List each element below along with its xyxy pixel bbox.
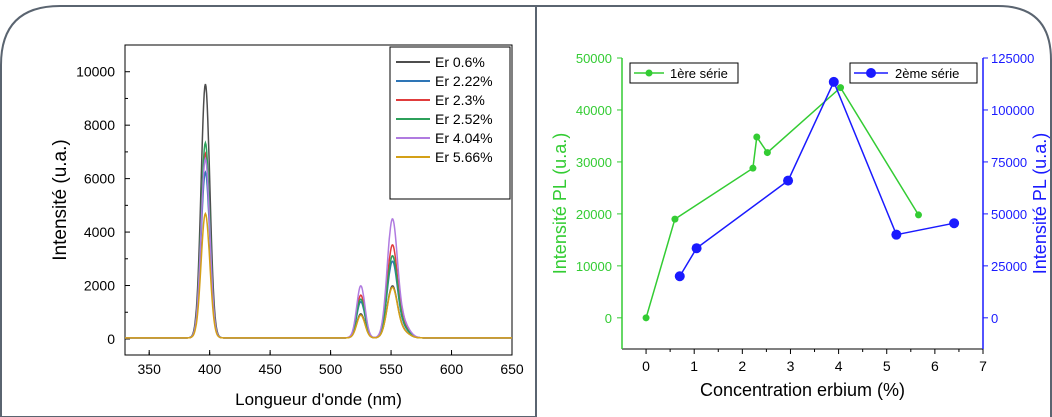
y-left-tick-label: 20000 [576,207,612,222]
x-tick-label: 4 [835,358,843,374]
y-tick-label: 2000 [84,278,115,294]
y-right-tick-label: 50000 [991,207,1027,222]
data-point [828,76,839,87]
legend-marker-1 [645,69,653,77]
x-tick-label: 5 [883,358,891,374]
legend-box-1 [629,62,739,84]
y-left-tick-label: 10000 [576,259,612,274]
y-left-tick-label: 50000 [576,51,612,66]
y-tick-label: 6000 [84,171,115,187]
y-right-tick-label: 75000 [991,155,1027,170]
data-point [949,218,960,229]
x-tick-label: 550 [379,361,403,377]
data-point [671,215,679,223]
data-point [753,133,761,141]
data-point [642,314,650,322]
y-right-axis-label: Intensité PL (u.a.) [1030,133,1050,274]
data-point [891,229,902,240]
legend-marker-2 [866,68,876,78]
legend-box-2 [849,62,978,84]
spectrum-line-6 [125,211,512,339]
y-tick-label: 8000 [84,117,115,133]
data-point [783,175,794,186]
legend-label: Er 0.6% [435,54,485,70]
concentration-chart: 0 1 2 3 4 5 6 7 0 10000 20000 30000 40000 50000 0 25000… [550,51,1050,400]
legend-box [389,46,511,200]
y-left-tick-label: 30000 [576,155,612,170]
y-right-tick-label: 0 [991,311,998,326]
x-tick-label: 450 [258,361,282,377]
y-right-tick-label: 125000 [991,51,1034,66]
legend-label: Er 5.66% [435,149,493,165]
data-point [691,243,702,254]
y-axis-label: Intensité (u.a.) [50,139,71,260]
spectra-chart: 350 400 450 500 550 600 650 0 2000 4000 6000 8000 10… [50,44,524,409]
legend-label: Er 4.04% [435,130,493,146]
data-point [674,271,685,282]
y-tick-label: 0 [107,331,115,347]
x-tick-label: 6 [931,358,939,374]
x-axis-label: Concentration erbium (%) [700,380,905,400]
right-panel-frame [536,5,1052,417]
x-tick-label: 2 [738,358,746,374]
y-left-axis-label: Intensité PL (u.a.) [550,133,570,274]
legend-label: Er 2.3% [435,92,485,108]
x-tick-label: 0 [642,358,650,374]
y-right-tick-label: 100000 [991,103,1034,118]
data-point [837,84,845,92]
y-tick-label: 10000 [76,64,115,80]
series-line-2 [679,80,955,277]
plot-frame [124,44,513,356]
x-axis-label: Longueur d'onde (nm) [235,390,402,409]
x-tick-label: 500 [319,361,343,377]
x-tick-label: 7 [979,358,987,374]
series-line-1 [645,86,920,319]
data-point [749,164,757,172]
figure-frames [0,5,1052,417]
y-left-tick-label: 0 [605,311,612,326]
x-tick-label: 600 [440,361,464,377]
legend-label-1: 1ère série [670,66,728,81]
x-tick-label: 650 [500,361,524,377]
y-tick-label: 4000 [84,224,115,240]
x-tick-label: 350 [138,361,162,377]
left-panel-frame [0,5,537,417]
data-point [763,149,771,157]
x-tick-label: 1 [690,358,698,374]
data-point [915,211,923,219]
legend-label-2: 2ème série [895,66,959,81]
legend-label: Er 2.22% [435,73,493,89]
y-right-tick-label: 25000 [991,259,1027,274]
legend-label: Er 2.52% [435,111,493,127]
x-tick-label: 3 [787,358,795,374]
x-tick-label: 400 [198,361,222,377]
y-left-tick-label: 40000 [576,103,612,118]
